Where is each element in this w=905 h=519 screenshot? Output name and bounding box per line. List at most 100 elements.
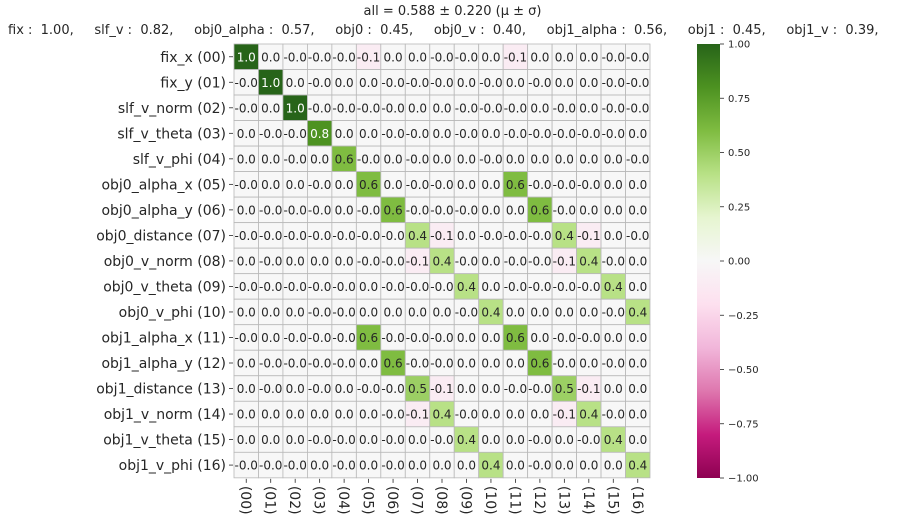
heatmap-cell [282,324,308,351]
cell-value-label: -0.0 [332,280,355,294]
cell-value-label: 0.0 [604,203,623,217]
cell-value-label: -0.0 [283,229,306,243]
cell-value-label: 0.0 [604,152,623,166]
column-label: (12) [531,486,547,515]
cell-value-label: 0.0 [481,203,500,217]
heatmap-cell [502,247,529,275]
heatmap-cell [527,222,553,249]
cell-value-label: -0.0 [381,101,404,115]
cell-value-label: 0.0 [408,305,427,319]
heatmap-cell [404,273,431,300]
heatmap-cell [331,196,357,224]
heatmap-cell [625,222,651,249]
cell-value-label: 0.0 [286,178,305,192]
cell-value-label: -0.0 [381,408,404,422]
heatmap-cell [404,120,431,147]
heatmap-cell [331,273,357,300]
heatmap-cell [258,273,284,300]
heatmap-cell [307,400,333,428]
cell-value-label: 0.0 [555,459,574,473]
heatmap-cell [355,145,382,173]
heatmap-cell [429,222,455,249]
heatmap-cell [282,43,308,70]
heatmap-cell [258,94,284,121]
heatmap-cell [429,43,455,70]
cell-value-label: -0.0 [406,152,429,166]
cell-value-label: 0.0 [359,127,378,141]
heatmap-cell [331,171,357,198]
row-label: obj0_v_theta (09) [103,279,226,295]
cell-value-label: -0.0 [357,254,380,268]
cell-value-label: 0.0 [335,76,354,90]
cell-value-label: -0.0 [626,50,649,64]
cell-value-label: 0.0 [261,433,280,447]
heatmap-cell [282,69,308,96]
cell-value-label: -0.0 [528,280,551,294]
cell-value-label: 0.0 [579,101,598,115]
cell-value-label: -0.0 [479,101,502,115]
heatmap-cell [576,145,602,173]
cell-value-label: -0.0 [259,127,282,141]
heatmap-cell [551,247,577,275]
heatmap-cell [551,94,577,121]
cell-value-label: -0.0 [577,127,600,141]
cell-value-label: -0.0 [430,357,453,371]
heatmap-cell [233,426,259,453]
cell-value-label: -0.0 [602,254,625,268]
cell-value-label: 0.0 [604,229,623,243]
heatmap-cell [355,451,382,479]
cell-value-label: -0.0 [308,76,331,90]
cell-value-label: -0.0 [553,178,576,192]
heatmap-cell [233,145,259,173]
cell-value-label: 0.0 [237,408,256,422]
cell-value-label: 0.0 [384,50,403,64]
heatmap-cell [600,451,626,479]
heatmap-cell [502,43,529,70]
cell-value-label: -0.0 [602,50,625,64]
cell-value-label: -0.0 [430,331,453,345]
cell-value-label: 0.0 [604,178,623,192]
heatmap-cell [258,349,284,377]
cell-value-label: -0.0 [528,127,551,141]
cell-value-label: -0.0 [602,305,625,319]
heatmap-cell [478,349,504,377]
cell-value-label: 0.0 [310,152,329,166]
heatmap-cell [380,400,406,428]
heatmap-cell [429,324,455,351]
cell-value-label: 0.0 [408,433,427,447]
heatmap-cell [502,145,529,173]
colorbar-tick-label: −0.75 [728,419,759,430]
cell-value-label: 0.0 [481,382,500,396]
heatmap-cell [625,426,651,453]
heatmap-cell [282,451,308,479]
cell-value-label: -0.0 [553,127,576,141]
cell-value-label: 0.0 [457,229,476,243]
heatmap-cell [625,375,651,402]
heatmap-cell [380,171,406,198]
cell-value-label: 0.0 [628,127,647,141]
heatmap-cell [527,400,553,428]
cell-value-label: -0.0 [381,331,404,345]
cell-value-label: 0.0 [359,305,378,319]
cell-value-label: 0.0 [237,357,256,371]
heatmap-cell [331,69,357,96]
cell-value-label: 0.0 [555,152,574,166]
cell-value-label: -0.0 [308,229,331,243]
heatmap-cell [258,145,284,173]
column-label: (14) [580,486,596,515]
heatmap-cell [478,400,504,428]
cell-value-label: 0.0 [579,76,598,90]
cell-value-label: 0.6 [506,331,525,345]
heatmap-cell [576,426,602,453]
heatmap-cell [355,196,382,224]
cell-value-label: -0.0 [430,178,453,192]
heatmap-cell [453,426,480,453]
cell-value-label: 0.0 [457,152,476,166]
cell-value-label: -0.0 [308,50,331,64]
heatmap-cell [551,349,577,377]
heatmap-cell [429,273,455,300]
heatmap-cell [625,349,651,377]
heatmap-cell [429,451,455,479]
heatmap-cells: 1.0 0.0 -0.0 -0.0 -0.0 -0.1 0.0 0.0 -0.0 -0.0 0.0-… [233,43,651,479]
